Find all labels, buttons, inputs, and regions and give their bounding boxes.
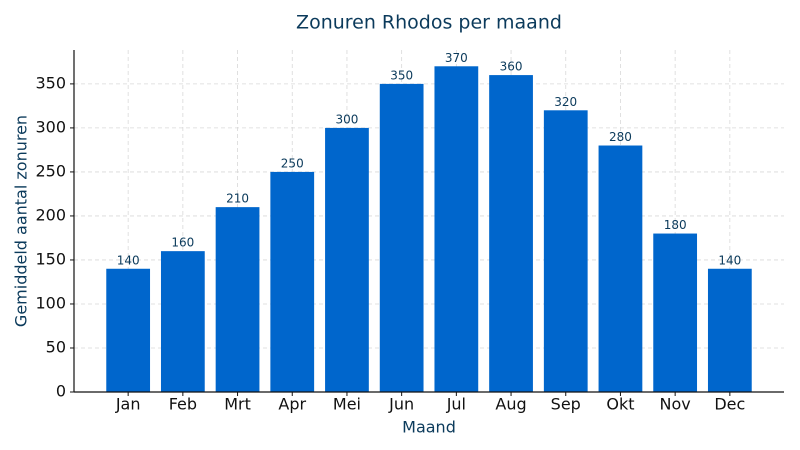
chart-title: Zonuren Rhodos per maand xyxy=(296,12,562,34)
value-label: 360 xyxy=(500,60,523,74)
value-label: 300 xyxy=(335,112,358,126)
bar xyxy=(106,268,151,392)
bar xyxy=(434,66,479,393)
x-tick-label: Apr xyxy=(278,395,306,414)
bar xyxy=(707,268,752,392)
y-tick-label: 100 xyxy=(35,293,66,312)
x-tick-label: Jun xyxy=(388,395,414,414)
x-tick-label: Okt xyxy=(606,395,634,414)
y-axis-label: Gemiddeld aantal zonuren xyxy=(12,115,31,327)
y-tick-label: 150 xyxy=(35,249,66,268)
y-tick-label: 200 xyxy=(35,205,66,224)
bar xyxy=(325,127,369,392)
value-label: 210 xyxy=(226,192,249,206)
value-label: 140 xyxy=(718,253,741,267)
bar xyxy=(379,83,424,392)
value-label: 280 xyxy=(609,130,632,144)
y-tick-label: 0 xyxy=(56,382,66,401)
value-label: 350 xyxy=(390,68,413,82)
value-label: 320 xyxy=(554,95,577,109)
x-tick-label: Dec xyxy=(714,395,745,414)
y-tick-label: 50 xyxy=(46,337,66,356)
x-tick-label: Nov xyxy=(660,395,691,414)
x-tick-label: Feb xyxy=(169,395,197,414)
x-axis-label: Maand xyxy=(402,418,456,437)
value-label: 370 xyxy=(445,51,468,65)
bar xyxy=(215,207,260,392)
y-tick-label: 350 xyxy=(35,73,66,92)
x-tick-label: Aug xyxy=(495,395,526,414)
x-tick-label: Jul xyxy=(446,395,466,414)
y-tick-label: 250 xyxy=(35,161,66,180)
bar xyxy=(270,171,315,392)
value-label: 160 xyxy=(171,236,194,250)
bar xyxy=(489,75,533,392)
y-tick-label: 300 xyxy=(35,117,66,136)
value-label: 140 xyxy=(117,253,140,267)
x-tick-label: Sep xyxy=(551,395,581,414)
x-tick-label: Mei xyxy=(333,395,361,414)
bar xyxy=(160,251,205,392)
bar xyxy=(653,233,698,392)
value-label: 180 xyxy=(664,218,687,232)
value-label: 250 xyxy=(281,156,304,170)
bar xyxy=(598,145,643,392)
x-tick-label: Mrt xyxy=(224,395,251,414)
bar xyxy=(543,110,588,393)
x-tick-label: Jan xyxy=(115,395,141,414)
